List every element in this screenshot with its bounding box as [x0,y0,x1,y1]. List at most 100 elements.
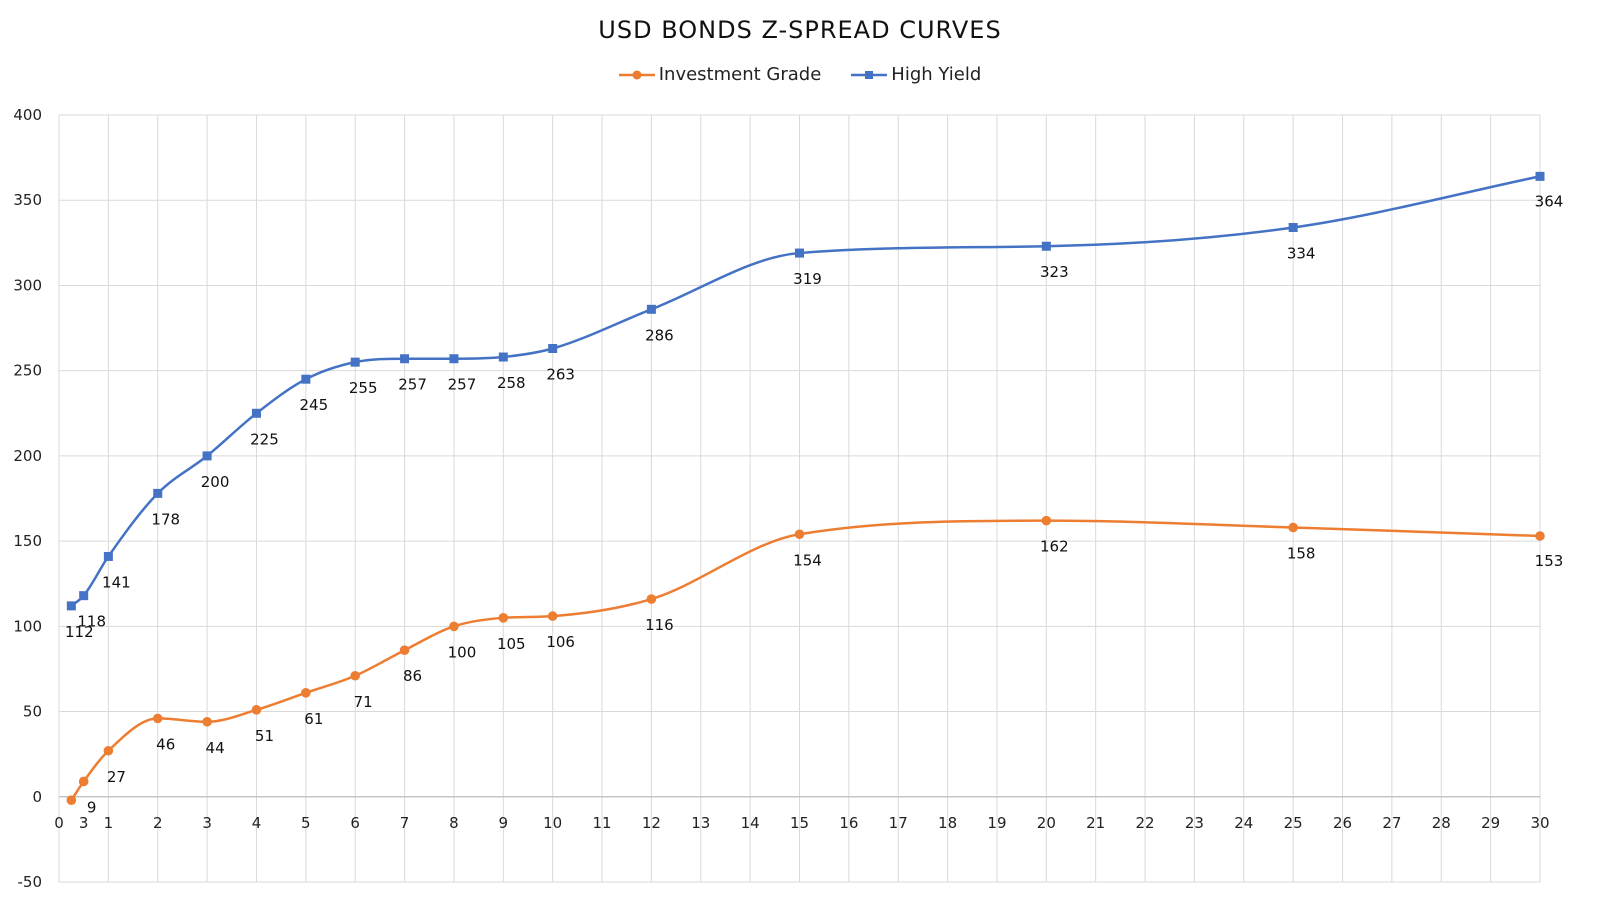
data-label-high-yield: 200 [201,473,230,491]
x-tick-label: 2 [153,814,163,832]
x-tick-label: 28 [1432,814,1451,832]
x-tick-label: 5 [301,814,311,832]
x-tick-label: 3 [79,814,89,832]
data-point-investment-grade [103,745,114,756]
x-tick-label: 24 [1234,814,1253,832]
data-label-high-yield: 225 [250,430,279,448]
data-label-high-yield: 263 [546,366,575,384]
data-label-high-yield: 245 [300,396,329,414]
legend-marker-investment-grade [618,70,655,79]
x-tick-label: 10 [543,814,562,832]
data-point-investment-grade [202,716,212,727]
x-tick-label: 14 [741,814,760,832]
data-label-investment-grade: 158 [1287,544,1316,562]
data-label-high-yield: 286 [645,326,674,344]
x-tick-label: 16 [839,814,858,832]
x-tick-label: 22 [1136,814,1155,832]
data-point-investment-grade [449,621,459,632]
x-tick-label: 15 [790,814,809,832]
y-tick-label: 300 [13,276,42,294]
data-label-investment-grade: 44 [206,739,225,757]
x-tick-label: 11 [592,814,611,832]
x-tick-label: 25 [1284,814,1303,832]
data-point-high-yield [153,488,163,498]
data-point-high-yield [1041,241,1051,251]
data-point-high-yield [646,304,656,314]
data-point-high-yield [498,352,508,362]
data-label-high-yield: 255 [349,379,378,397]
data-label-investment-grade: 86 [403,667,422,685]
data-label-high-yield: 118 [77,613,106,631]
y-tick-label: 150 [13,532,42,550]
x-tick-label: 17 [889,814,908,832]
x-tick-label: 20 [1037,814,1056,832]
y-tick-label: 100 [13,617,42,635]
data-label-investment-grade: 153 [1535,552,1564,570]
x-tick-label: 27 [1382,814,1401,832]
y-tick-label: 250 [13,362,42,380]
data-point-investment-grade [251,705,262,715]
data-label-investment-grade: 71 [354,693,373,711]
series-line-investment-grade [70,519,1541,801]
x-tick-label: 29 [1481,814,1500,832]
x-tick-label: 18 [938,814,957,832]
data-label-investment-grade: 100 [448,643,477,661]
data-point-high-yield [301,374,311,384]
x-tick-label: 9 [499,814,509,832]
data-point-investment-grade [498,613,509,623]
x-tick-label: 19 [987,814,1006,832]
x-tick-label: 26 [1333,814,1352,832]
y-tick-label: 200 [13,447,42,465]
x-tick-label: 8 [449,814,459,832]
x-tick-label: 13 [691,814,710,832]
data-label-investment-grade: 154 [793,551,822,569]
data-point-high-yield [251,408,261,418]
x-tick-label: 0 [54,814,64,832]
data-point-high-yield [79,591,89,601]
data-point-high-yield [66,601,76,611]
data-point-high-yield [1535,171,1545,181]
y-tick-label: 0 [32,788,42,806]
data-point-investment-grade [152,713,163,724]
data-point-investment-grade [78,776,89,787]
data-label-investment-grade: 116 [645,616,674,634]
data-point-high-yield [103,551,113,561]
legend-label-high-yield: High Yield [891,64,982,85]
data-label-investment-grade: 105 [497,635,526,653]
data-label-investment-grade: 106 [546,633,575,651]
x-tick-label: 30 [1530,814,1549,832]
data-point-high-yield [350,357,360,367]
data-point-high-yield [795,248,804,258]
chart-title: USD BONDS Z-SPREAD CURVES [598,16,1002,44]
data-point-investment-grade [1288,522,1298,533]
data-point-investment-grade [646,594,657,604]
data-label-high-yield: 319 [793,270,822,288]
data-point-investment-grade [350,670,361,681]
data-label-high-yield: 323 [1040,263,1069,281]
data-point-investment-grade [301,688,311,698]
y-tick-label: 50 [23,703,42,721]
data-label-high-yield: 257 [398,376,427,394]
x-tick-label: 3 [202,814,212,832]
data-point-investment-grade [66,795,77,805]
y-tick-label: 400 [13,106,42,124]
legend-label-investment-grade: Investment Grade [658,64,822,85]
x-tick-label: 4 [252,814,262,832]
data-label-investment-grade: 51 [255,727,274,745]
legend-item-investment-grade: Investment Grade [618,64,822,85]
legend: Investment Grade High Yield [0,64,1600,85]
data-point-investment-grade [547,611,558,621]
data-point-high-yield [548,344,558,354]
data-label-high-yield: 178 [151,510,180,528]
data-label-investment-grade: 9 [87,798,97,816]
data-point-investment-grade [794,529,805,540]
legend-item-high-yield: High Yield [851,64,981,85]
y-tick-label: -50 [18,873,43,891]
data-label-high-yield: 258 [497,374,526,392]
data-label-investment-grade: 162 [1040,538,1069,556]
data-label-investment-grade: 27 [107,768,126,786]
y-tick-label: 350 [13,191,42,209]
x-tick-label: 1 [104,814,114,832]
